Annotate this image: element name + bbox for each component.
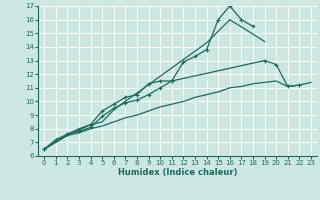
- X-axis label: Humidex (Indice chaleur): Humidex (Indice chaleur): [118, 168, 237, 177]
